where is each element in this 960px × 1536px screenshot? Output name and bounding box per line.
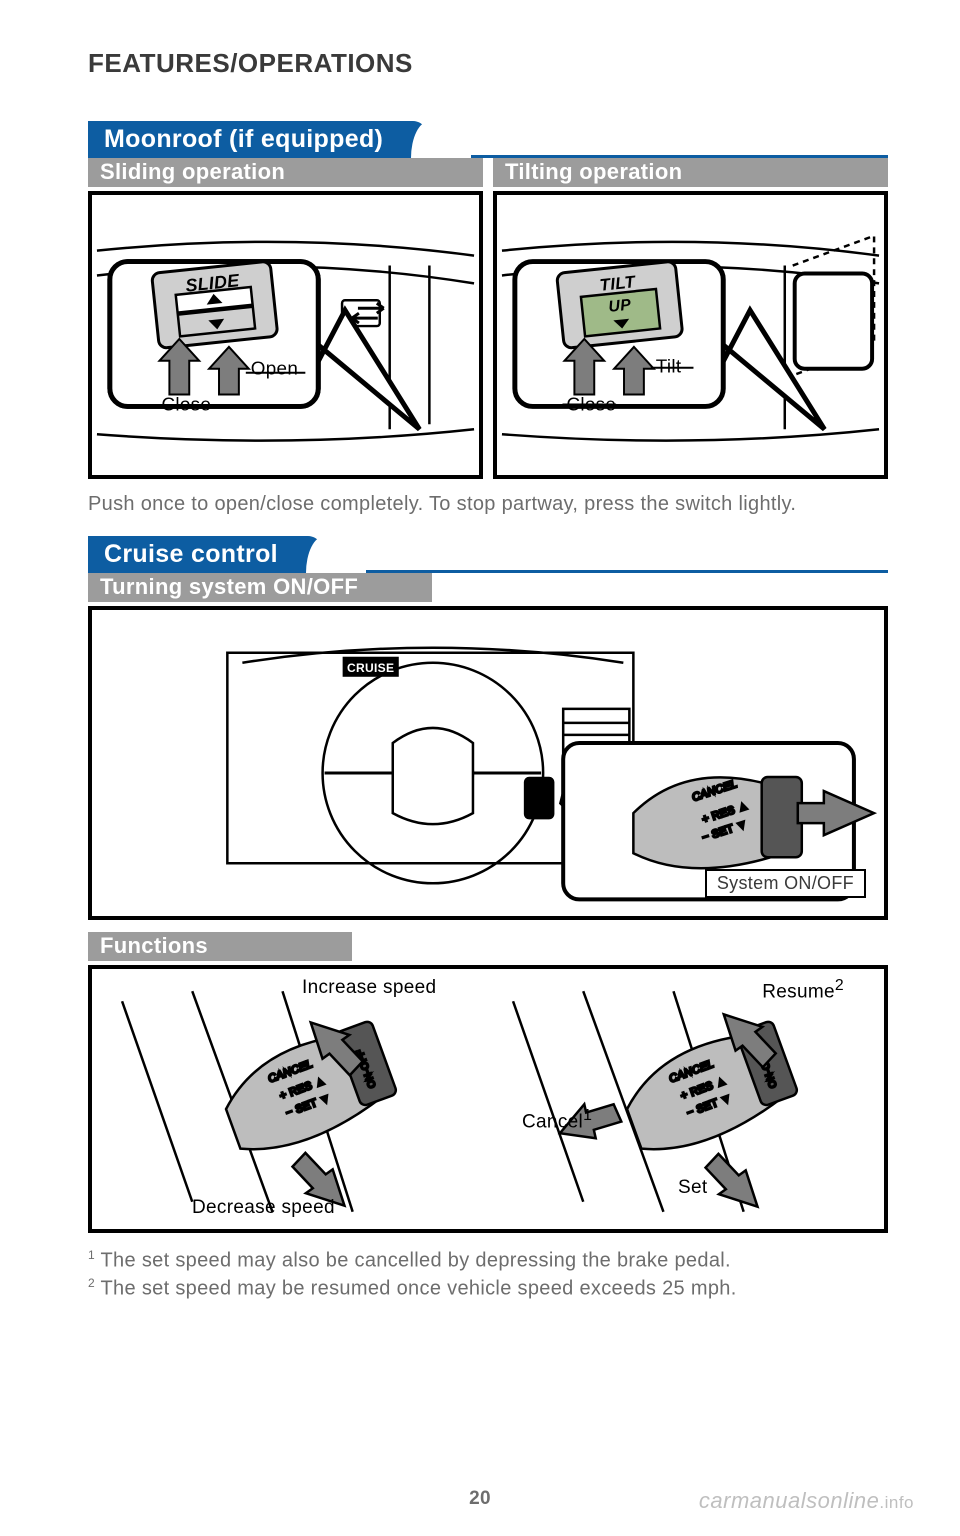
functions-diagram: CANCEL + RES ▲ − SET ▼ ON-OFF	[88, 965, 888, 1233]
cruise-diagram: CRUISE CANCEL + RES ▲ − SET ▼ System ON/…	[88, 606, 888, 920]
turning-subheader: Turning system ON/OFF	[88, 573, 432, 602]
increase-label: Increase speed	[302, 977, 436, 999]
tilting-diagram: TILT UP Tilt Close	[493, 191, 888, 479]
tab-rule	[409, 121, 888, 158]
section-moonroof: Moonroof (if equipped)	[88, 121, 888, 158]
svg-text:Open: Open	[251, 358, 298, 379]
footnotes: 1 The set speed may also be cancelled by…	[88, 1247, 888, 1302]
decrease-label: Decrease speed	[192, 1197, 335, 1219]
cancel-label: Cancel1	[522, 1107, 592, 1133]
set-label: Set	[678, 1177, 707, 1199]
cruise-title-tab: Cruise control	[88, 536, 328, 573]
svg-text:Close: Close	[161, 393, 211, 414]
tilting-subheader: Tilting operation	[493, 158, 888, 187]
tab-rule	[304, 536, 888, 573]
sliding-diagram: SLIDE Open Close	[88, 191, 483, 479]
resume-label: Resume2	[762, 977, 844, 1003]
watermark: carmanualsonline.info	[699, 1488, 914, 1514]
system-onoff-label: System ON/OFF	[705, 869, 866, 898]
sliding-subheader: Sliding operation	[88, 158, 483, 187]
svg-text:CRUISE: CRUISE	[347, 661, 394, 675]
svg-text:UP: UP	[608, 297, 632, 316]
moonroof-title-tab: Moonroof (if equipped)	[88, 121, 433, 158]
svg-text:Tilt: Tilt	[656, 356, 682, 377]
moonroof-caption: Push once to open/close completely. To s…	[88, 491, 888, 518]
page-header: FEATURES/OPERATIONS	[88, 48, 888, 79]
functions-subheader: Functions	[88, 932, 352, 961]
